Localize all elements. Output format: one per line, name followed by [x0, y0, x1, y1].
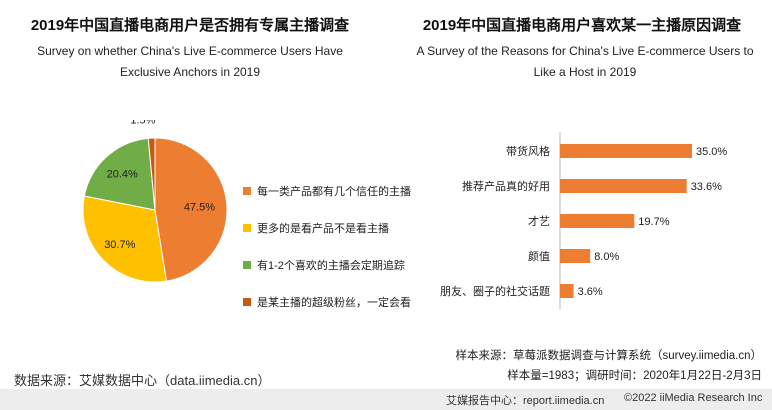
pie-slice — [82, 195, 168, 283]
legend-item: 有1-2个喜欢的主播会定期追踪 — [243, 246, 443, 283]
bar-category-label: 颜值 — [528, 250, 550, 263]
bar-value-label: 19.7% — [638, 216, 669, 228]
pie-slice-label: 1.5% — [130, 120, 155, 127]
legend-item: 更多的是看产品不是看主播 — [243, 209, 443, 246]
pie-slice-label: 30.7% — [104, 239, 135, 251]
bar-category-label: 带货风格 — [506, 144, 550, 158]
legend-swatch — [243, 223, 251, 232]
legend-swatch — [243, 186, 251, 195]
bar-value-label: 3.6% — [578, 286, 603, 298]
pie-slice-label: 47.5% — [184, 201, 215, 213]
pie-legend: 每一类产品都有几个信任的主播 更多的是看产品不是看主播 有1-2个喜欢的主播会定… — [243, 172, 443, 320]
data-source-note: 数据来源：艾媒数据中心（data.iimedia.cn） — [14, 373, 271, 388]
pie-chart: 47.5% 30.7% 20.4% 1.5% — [82, 120, 228, 283]
bar — [560, 179, 687, 193]
legend-label: 有1-2个喜欢的主播会定期追踪 — [257, 259, 405, 272]
legend-swatch — [243, 297, 251, 306]
bar-value-label: 33.6% — [691, 181, 722, 193]
pie-slice — [154, 137, 228, 282]
sample-size-note: 样本量=1983；调研时间：2020年1月22日-2月3日 — [507, 370, 762, 382]
legend-swatch — [243, 260, 251, 269]
bar-chart-subtitle: A Survey of the Reasons for China's Live… — [416, 44, 754, 79]
copyright-text: ©2022 iiMedia Research Inc — [624, 392, 763, 404]
bar-value-label: 8.0% — [594, 251, 619, 263]
legend-label: 更多的是看产品不是看主播 — [257, 222, 389, 235]
bar — [560, 214, 635, 228]
pie-chart-subtitle: Survey on whether China's Live E-commerc… — [37, 44, 343, 79]
pie-chart-title: 2019年中国直播电商用户是否拥有专属主播调查 — [30, 17, 350, 34]
pie-slice — [83, 137, 156, 211]
legend-item: 每一类产品都有几个信任的主播 — [243, 172, 443, 209]
bar — [560, 144, 692, 158]
footer-bar: 艾媒报告中心：report.iimedia.cn ©2022 iiMedia R… — [0, 389, 772, 410]
legend-label: 是某主播的超级粉丝，一定会看 — [257, 296, 411, 309]
bar-value-label: 35.0% — [696, 146, 727, 158]
bar — [560, 249, 591, 263]
pie-slice — [147, 137, 156, 211]
pie-slice-label: 20.4% — [107, 169, 138, 181]
bar-category-label: 才艺 — [528, 214, 550, 228]
legend-label: 每一类产品都有几个信任的主播 — [257, 185, 411, 198]
bar-category-label: 推荐产品真的好用 — [462, 179, 550, 193]
bar-category-label: 朋友、圈子的社交话题 — [440, 284, 550, 298]
report-center-link[interactable]: 艾媒报告中心：report.iimedia.cn — [446, 395, 605, 407]
legend-item: 是某主播的超级粉丝，一定会看 — [243, 283, 443, 320]
bar — [560, 284, 574, 298]
bar-chart-title: 2019年中国直播电商用户喜欢某一主播原因调查 — [422, 17, 742, 34]
bar-chart: 带货风格 35.0% 推荐产品真的好用 33.6% 才艺 19.7% 颜值 8.0% 朋友、圈子… — [440, 132, 727, 309]
sample-source-note: 样本来源：草莓派数据调查与计算系统（survey.iimedia.cn） — [455, 350, 762, 362]
